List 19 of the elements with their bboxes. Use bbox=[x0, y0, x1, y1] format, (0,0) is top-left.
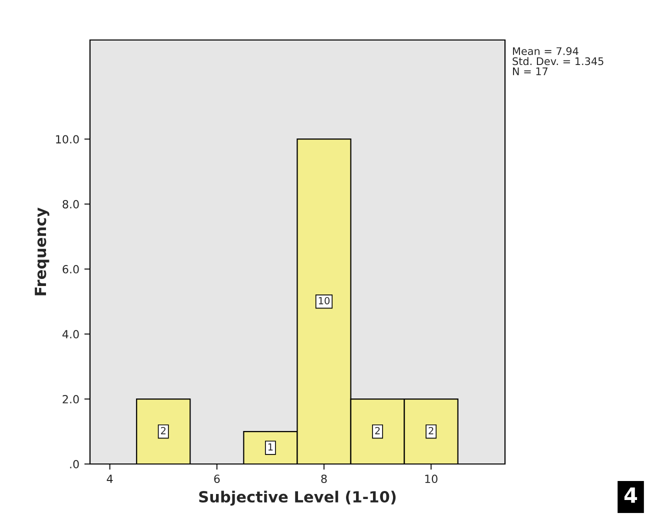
y-tick-label: 8.0 bbox=[62, 200, 79, 208]
y-tick-label: 10.0 bbox=[56, 135, 79, 144]
y-tick-label: 6.0 bbox=[62, 265, 79, 274]
y-tick-label: 2.0 bbox=[62, 394, 79, 404]
text: 4 bbox=[624, 488, 638, 503]
data-label: 2 bbox=[375, 426, 380, 434]
x-tick-label: 10 bbox=[425, 474, 438, 484]
x-tick-label: 6 bbox=[214, 474, 220, 484]
y-tick-label: 4.0 bbox=[62, 330, 79, 338]
data-label: 10 bbox=[318, 297, 330, 304]
x-tick-label: 4 bbox=[106, 474, 113, 483]
data-label: 2 bbox=[160, 426, 166, 434]
data-label: 2 bbox=[428, 426, 434, 434]
y-tick-label: .0 bbox=[70, 460, 79, 468]
x-axis-title: Subjective Level (1-10) bbox=[199, 490, 396, 506]
data-label: 1 bbox=[268, 443, 273, 450]
text: Mean = 7.94 Std. Dev. = 1.345 N = 17 bbox=[512, 47, 604, 76]
y-axis-title: Frequency bbox=[34, 208, 50, 296]
x-tick-label: 8 bbox=[321, 474, 327, 484]
